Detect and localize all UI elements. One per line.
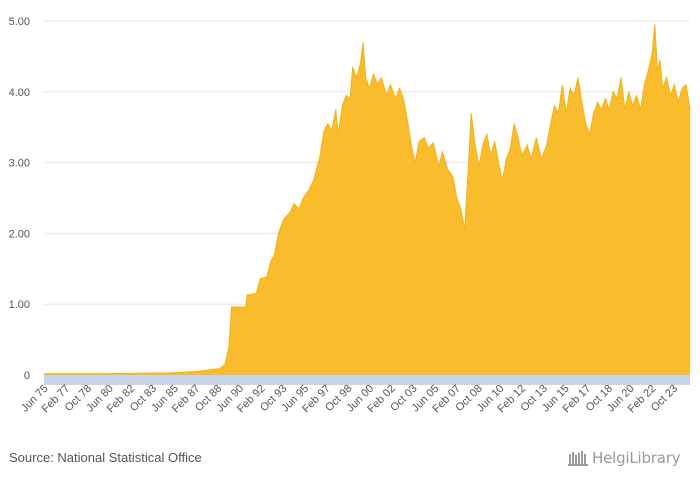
series-line <box>44 24 691 375</box>
x-axis-band <box>44 375 690 385</box>
source-note: Source: National Statistical Office <box>9 450 202 465</box>
y-tick-label: 0 <box>24 370 30 382</box>
y-tick-label: 2.00 <box>9 228 30 240</box>
brand-logo: HelgiLibrary <box>568 448 681 468</box>
y-tick-label: 5.00 <box>9 16 30 28</box>
y-tick-label: 4.00 <box>9 87 30 99</box>
brand-name: HelgiLibrary <box>592 449 681 467</box>
series-area <box>44 24 690 375</box>
y-tick-label: 3.00 <box>9 158 30 170</box>
library-icon <box>568 451 588 466</box>
y-axis-ticks: 0 1.00 2.00 3.00 4.00 5.00 <box>9 16 30 382</box>
y-tick-label: 1.00 <box>9 299 30 311</box>
